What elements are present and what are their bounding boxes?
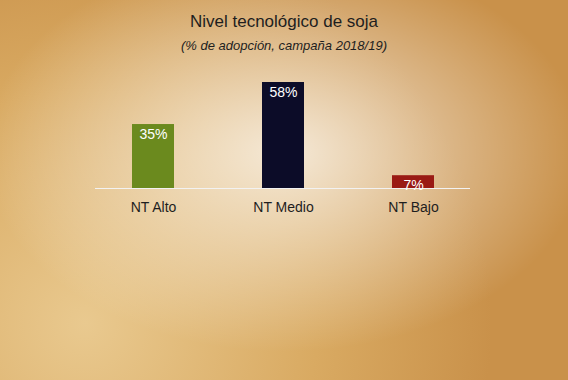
html-text:Nivel tecnológico de soja: Nivel tecnológico de soja [190, 12, 378, 31]
svg-text:NT Bajo: NT Bajo [388, 199, 439, 215]
svg-text:35%: 35% [139, 126, 167, 142]
svg-text:NT Alto: NT Alto [131, 199, 177, 215]
svg-text:58%: 58% [269, 84, 297, 100]
svg-text:7%: 7% [403, 177, 423, 193]
html-text:(% de adopción, campaña 2018/1: (% de adopción, campaña 2018/19) [181, 38, 387, 53]
svg-text:NT Medio: NT Medio [253, 199, 314, 215]
